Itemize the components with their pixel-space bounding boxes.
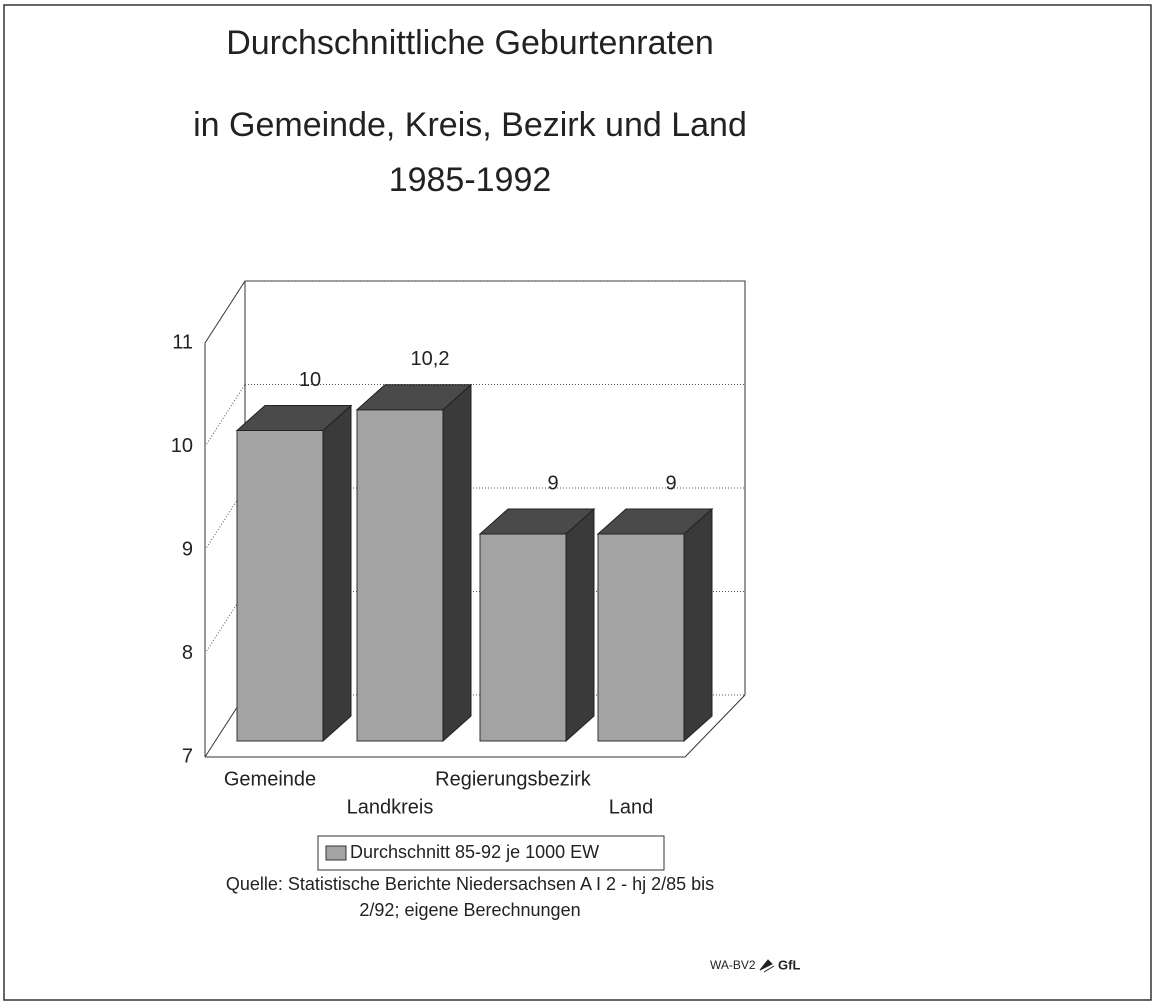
bar-side [683, 507, 713, 743]
x-tick-label: Gemeinde [224, 768, 316, 790]
source-note: Quelle: Statistische Berichte Niedersach… [226, 874, 714, 894]
x-tick-label: Landkreis [347, 796, 434, 818]
bar-side [322, 404, 352, 743]
chart-subtitle: in Gemeinde, Kreis, Bezirk und Land [193, 106, 747, 144]
grid-line [204, 694, 246, 758]
source-note: 2/92; eigene Berechnungen [359, 900, 580, 920]
bar-front [597, 533, 685, 742]
y-tick-label: 11 [172, 331, 193, 353]
grid-line [204, 384, 246, 447]
value-label: 10,2 [411, 348, 450, 370]
x-tick-label: Land [609, 796, 654, 818]
bar-side [442, 383, 472, 743]
y-tick-label: 7 [182, 745, 193, 767]
grid-line [204, 280, 246, 344]
bar-top [235, 405, 353, 431]
bar-top [596, 508, 714, 535]
bar-front [479, 533, 567, 742]
legend-box [317, 835, 665, 871]
bar-side [565, 507, 595, 743]
chart-subtitle: 1985-1992 [389, 161, 552, 199]
legend-label: Durchschnitt 85-92 je 1000 EW [350, 842, 599, 862]
value-label: 9 [547, 472, 558, 494]
y-tick-label: 10 [171, 435, 193, 457]
y-tick-label: 9 [182, 538, 193, 560]
value-label: 9 [665, 472, 676, 494]
bar-top [355, 384, 473, 411]
footer-brand: GfL [778, 957, 800, 972]
y-tick-label: 8 [182, 642, 193, 664]
bar-front [236, 430, 324, 742]
bar-front [356, 409, 444, 742]
footer-code: WA-BV2 [710, 958, 756, 972]
grid-line [204, 487, 246, 551]
footer-logo [759, 959, 775, 973]
value-label: 10 [299, 369, 321, 391]
chart-title: Durchschnittliche Geburtenraten [226, 24, 714, 62]
legend-swatch [325, 845, 347, 861]
bar-top [478, 508, 596, 535]
grid-line [204, 591, 246, 654]
x-tick-label: Regierungsbezirk [435, 768, 592, 790]
page-frame [3, 4, 1152, 1001]
